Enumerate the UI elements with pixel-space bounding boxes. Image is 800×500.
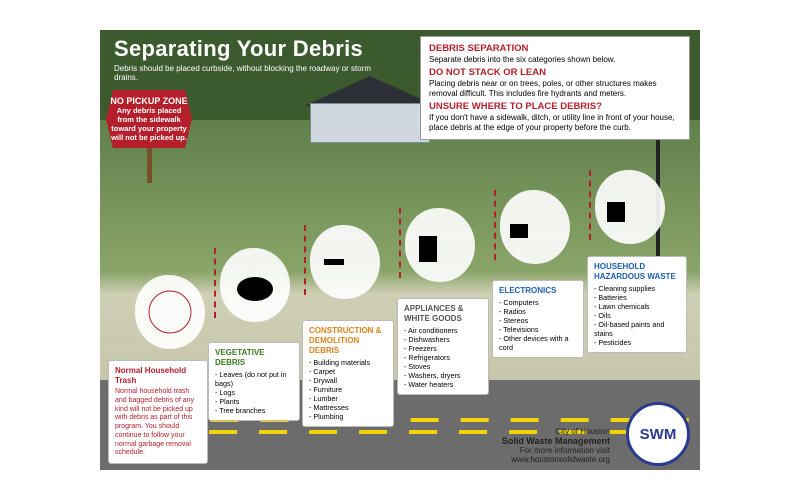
category-bubble: [135, 275, 205, 349]
list-item: Televisions: [499, 325, 577, 334]
list-item: Building materials: [309, 358, 387, 367]
category-bubble: [310, 225, 380, 299]
no-pickup-sign: NO PICKUP ZONE Any debris placed from th…: [106, 90, 192, 183]
logo-text: SWM: [640, 426, 677, 443]
list-item: Mattresses: [309, 403, 387, 412]
category-items: Air conditionersDishwashersFreezersRefri…: [404, 326, 482, 389]
info-text: If you don't have a sidewalk, ditch, or …: [429, 113, 681, 133]
category-title: APPLIANCES & WHITE GOODS: [404, 304, 482, 324]
category-box: Normal Household TrashNormal household t…: [108, 360, 208, 464]
category-box: ELECTRONICS ComputersRadiosStereosTelevis…: [492, 280, 584, 358]
list-item: Refrigerators: [404, 353, 482, 362]
list-item: Cleaning supplies: [594, 284, 680, 293]
list-item: Dishwashers: [404, 335, 482, 344]
leaf-icon: [232, 262, 278, 308]
info-heading: DEBRIS SEPARATION: [429, 43, 681, 55]
list-item: Carpet: [309, 367, 387, 376]
list-item: Washers, dryers: [404, 371, 482, 380]
category-note: Normal household trash and bagged debris…: [115, 388, 201, 458]
list-item: Lumber: [309, 394, 387, 403]
separator-line: [304, 225, 306, 295]
list-item: Drywall: [309, 376, 387, 385]
page-title: Separating Your Debris Debris should be …: [114, 36, 394, 82]
footer-org: Solid Waste Management: [502, 436, 610, 446]
info-text: Separate debris into the six categories …: [429, 55, 681, 65]
info-heading: DO NOT STACK OR LEAN: [429, 67, 681, 79]
category-items: ComputersRadiosStereosTelevisionsOther d…: [499, 298, 577, 352]
footer-url: www.houstonsolidwaste.org: [502, 455, 610, 464]
category-bubble: [220, 248, 290, 322]
construction-icon: [320, 239, 370, 285]
instructions-box: DEBRIS SEPARATION Separate debris into t…: [420, 36, 690, 140]
category-items: Building materialsCarpetDrywallFurniture…: [309, 358, 387, 421]
category-box: APPLIANCES & WHITE GOODSAir conditioners…: [397, 298, 489, 395]
list-item: Water heaters: [404, 380, 482, 389]
footer-line: City of Houston: [502, 427, 610, 436]
category-title: VEGETATIVE DEBRIS: [215, 348, 293, 368]
list-item: Plumbing: [309, 412, 387, 421]
list-item: Oil-based paints and stains: [594, 320, 680, 338]
list-item: Leaves (do not put in bags): [215, 370, 293, 388]
house-illustration: [310, 78, 430, 143]
list-item: Other devices with a cord: [499, 334, 577, 352]
list-item: Pesticides: [594, 338, 680, 347]
category-title: CONSTRUCTION & DEMOLITION DEBRIS: [309, 326, 387, 356]
scene: Separating Your Debris Debris should be …: [100, 30, 700, 470]
category-box: VEGETATIVE DEBRISLeaves (do not put in b…: [208, 342, 300, 421]
swm-logo: SWM: [626, 402, 690, 466]
separator-line: [494, 190, 496, 260]
category-items: Cleaning suppliesBatteriesLawn chemicals…: [594, 284, 680, 347]
title-text: Separating Your Debris: [114, 36, 394, 62]
list-item: Computers: [499, 298, 577, 307]
trash-icon: [147, 289, 193, 335]
list-item: Stereos: [499, 316, 577, 325]
category-items: Leaves (do not put in bags)LogsPlantsTre…: [215, 370, 293, 415]
category-box: HOUSEHOLD HAZARDOUS WASTECleaning suppli…: [587, 256, 687, 353]
list-item: Oils: [594, 311, 680, 320]
electronics-icon: [508, 204, 562, 250]
category-box: CONSTRUCTION & DEMOLITION DEBRISBuilding…: [302, 320, 394, 427]
appliance-icon: [415, 222, 465, 268]
sign-body: Any debris placed from the sidewalk towa…: [111, 106, 187, 142]
infographic-card: Separating Your Debris Debris should be …: [0, 0, 800, 500]
list-item: Lawn chemicals: [594, 302, 680, 311]
subtitle-text: Debris should be placed curbside, withou…: [114, 64, 394, 82]
list-item: Tree branches: [215, 406, 293, 415]
category-bubble: [500, 190, 570, 264]
list-item: Furniture: [309, 385, 387, 394]
list-item: Air conditioners: [404, 326, 482, 335]
separator-line: [399, 208, 401, 278]
category-title: HOUSEHOLD HAZARDOUS WASTE: [594, 262, 680, 282]
footer-credit: City of Houston Solid Waste Management F…: [502, 427, 610, 464]
separator-line: [589, 170, 591, 240]
category-title: ELECTRONICS: [499, 286, 577, 296]
list-item: Radios: [499, 307, 577, 316]
category-bubble: [595, 170, 665, 244]
footer-line: For more information visit: [502, 446, 610, 455]
info-text: Placing debris near or on trees, poles, …: [429, 79, 681, 99]
category-bubble: [405, 208, 475, 282]
info-heading: UNSURE WHERE TO PLACE DEBRIS?: [429, 101, 681, 113]
hazmat-icon: [603, 184, 657, 230]
sign-head: NO PICKUP ZONE: [110, 96, 188, 106]
category-title: Normal Household Trash: [115, 366, 201, 386]
list-item: Plants: [215, 397, 293, 406]
separator-line: [214, 248, 216, 318]
list-item: Batteries: [594, 293, 680, 302]
list-item: Freezers: [404, 344, 482, 353]
list-item: Stoves: [404, 362, 482, 371]
list-item: Logs: [215, 388, 293, 397]
